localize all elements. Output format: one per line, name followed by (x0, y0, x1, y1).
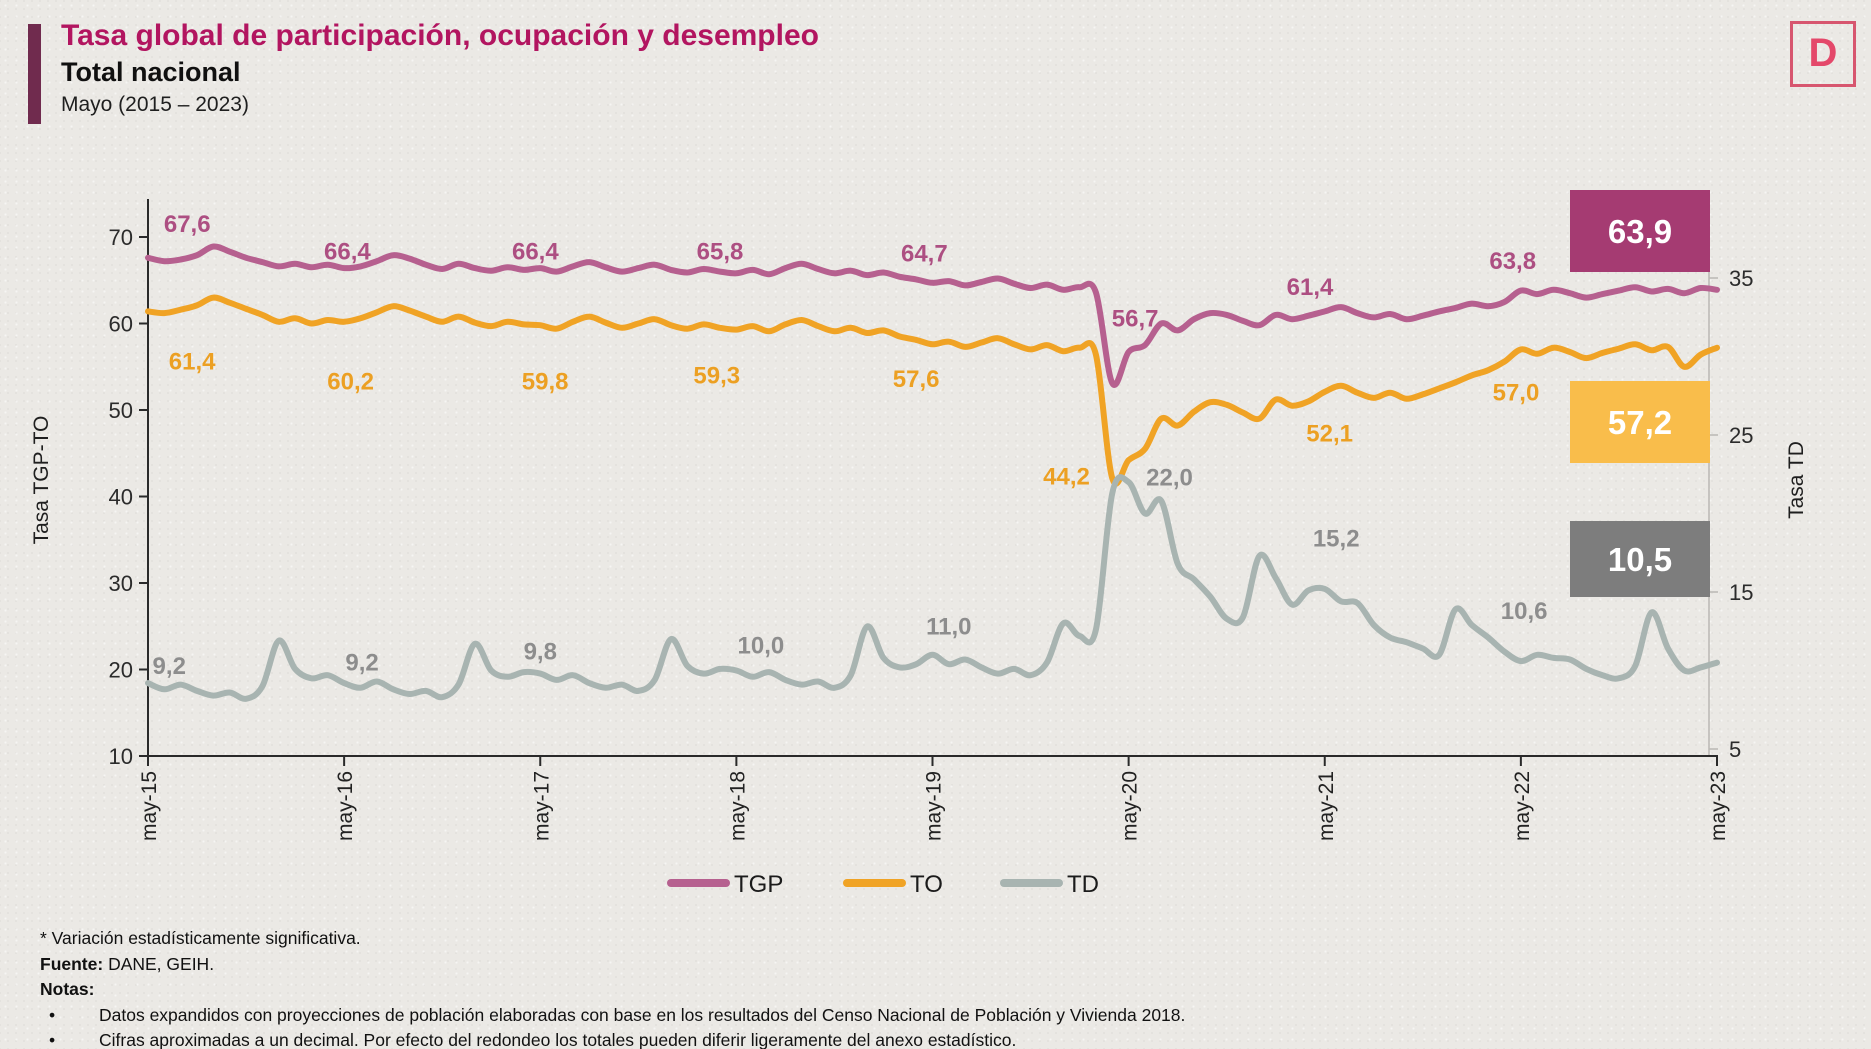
bullet-icon: • (49, 1004, 56, 1025)
x-axis-tick-label: may-21 (1315, 771, 1338, 841)
left-axis-tick-label: 70 (109, 225, 133, 250)
data-label-TD: 22,0 (1146, 464, 1193, 491)
series-TGP-line (145, 243, 1720, 388)
notes-label: Notas: (40, 979, 95, 999)
source-line: Fuente: DANE, GEIH. (40, 952, 1185, 978)
note-text: Cifras aproximadas a un decimal. Por efe… (99, 1030, 1017, 1049)
legend-label-TGP: TGP (734, 871, 783, 898)
end-box-TO-value: 57,2 (1608, 404, 1672, 441)
x-axis-tick-label: may-20 (1119, 771, 1142, 841)
right-axis-tick-label: 35 (1729, 266, 1753, 291)
right-axis-title: Tasa TD (1785, 441, 1808, 519)
data-label-TGP: 63,8 (1489, 248, 1536, 275)
data-label-TO: 44,2 (1043, 464, 1090, 491)
right-axis-tick-label: 25 (1729, 423, 1753, 448)
data-label-TO: 57,6 (893, 366, 940, 393)
x-axis-tick-label: may-22 (1511, 771, 1534, 841)
right-axis-tick-label: 15 (1729, 580, 1753, 605)
data-label-TD: 15,2 (1313, 526, 1360, 553)
source-label: Fuente: (40, 953, 104, 974)
data-label-TD: 9,2 (345, 650, 378, 677)
data-label-TO: 57,0 (1493, 380, 1540, 407)
data-label-TO: 59,8 (522, 368, 569, 395)
x-axis-tick-label: may-19 (923, 771, 946, 841)
source-text: DANE, GEIH. (103, 953, 215, 974)
end-box-TD-value: 10,5 (1608, 541, 1672, 578)
data-label-TO: 61,4 (169, 349, 216, 376)
data-label-TO: 59,3 (693, 362, 740, 389)
page-subtitle: Total nacional (61, 57, 241, 87)
end-box-TD (1570, 521, 1710, 597)
note-text: Datos expandidos con proyecciones de pob… (99, 1004, 1186, 1025)
x-axis-tick-label: may-18 (726, 771, 749, 841)
dane-logo: D (1790, 21, 1856, 87)
left-axis-title: Tasa TGP-TO (30, 416, 53, 545)
page-title: Tasa global de participación, ocupación … (61, 19, 819, 52)
legend-label-TO: TO (910, 871, 943, 898)
x-axis-tick-label: may-16 (334, 771, 357, 841)
left-axis-tick-label: 20 (109, 658, 133, 683)
end-box-TO (1570, 381, 1710, 463)
period-label: Mayo (2015 – 2023) (61, 93, 249, 116)
legend-label-TD: TD (1067, 871, 1099, 898)
series-TO-line (145, 294, 1720, 487)
data-label-TD: 9,8 (524, 639, 557, 666)
data-label-TGP: 56,7 (1112, 305, 1159, 332)
end-box-TGP (1570, 190, 1710, 272)
left-axis-tick-label: 10 (109, 744, 133, 769)
dane-logo-letter: D (1808, 30, 1838, 75)
notes-label-line: Notas: (40, 977, 1185, 1003)
footnotes: * Variación estadísticamente significati… (40, 926, 1185, 1049)
title-accent-bar (28, 24, 41, 124)
data-label-TD: 9,2 (153, 653, 186, 680)
x-axis-tick-label: may-15 (138, 771, 161, 841)
data-label-TO: 60,2 (327, 368, 374, 395)
data-label-TD: 10,6 (1501, 598, 1548, 625)
left-axis-tick-label: 30 (109, 571, 133, 596)
data-label-TGP: 61,4 (1287, 274, 1334, 301)
note-item: • Cifras aproximadas a un decimal. Por ef… (40, 1028, 1185, 1049)
note-item: • Datos expandidos con proyecciones de po… (40, 1003, 1185, 1029)
header: Tasa global de participación, ocupación … (61, 18, 819, 117)
x-axis-tick-label: may-17 (530, 771, 553, 841)
left-axis-tick-label: 60 (109, 312, 133, 337)
data-label-TGP: 67,6 (164, 211, 211, 238)
data-label-TO: 52,1 (1306, 420, 1353, 447)
x-axis-tick-label: may-23 (1707, 771, 1730, 841)
significance-note: * Variación estadísticamente significati… (40, 928, 361, 948)
data-label-TD: 10,0 (738, 632, 785, 659)
data-label-TD: 11,0 (926, 614, 971, 641)
bullet-icon: • (49, 1030, 56, 1049)
data-label-TGP: 64,7 (901, 240, 948, 267)
right-axis-tick-label: 5 (1729, 737, 1741, 762)
series-TD-line (145, 474, 1720, 702)
data-label-TGP: 66,4 (512, 239, 559, 266)
data-label-TGP: 65,8 (697, 239, 744, 266)
data-label-TGP: 66,4 (324, 239, 371, 266)
left-axis-tick-label: 40 (109, 485, 133, 510)
end-box-TGP-value: 63,9 (1608, 213, 1672, 250)
left-axis-tick-label: 50 (109, 398, 133, 423)
